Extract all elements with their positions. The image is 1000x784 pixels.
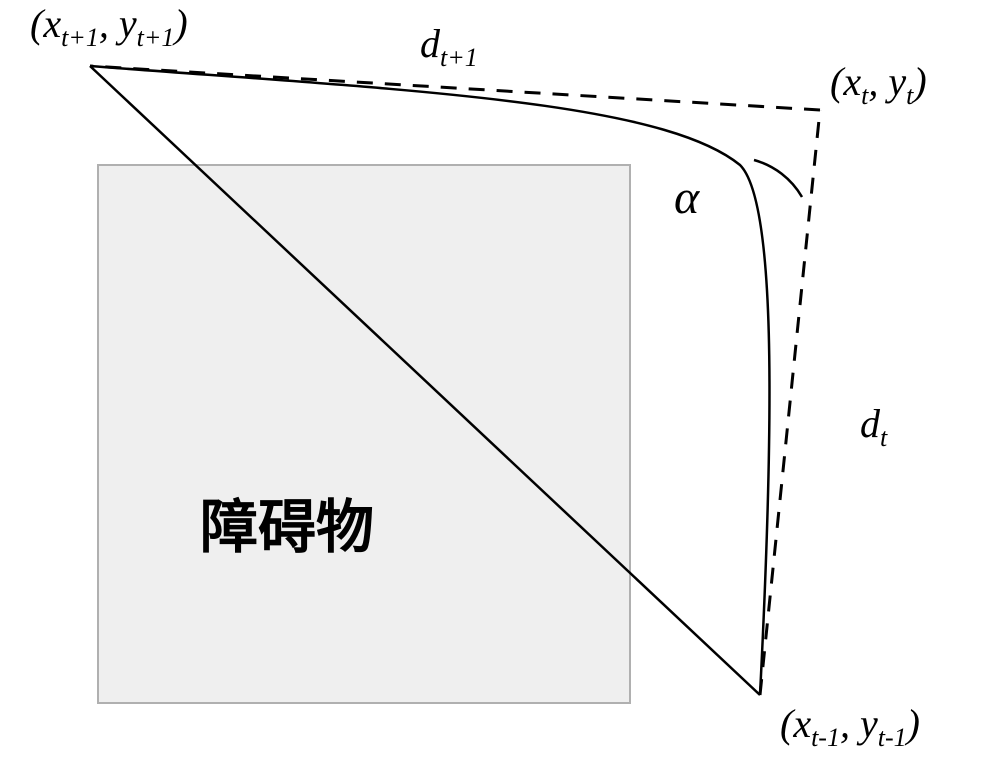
label-obstacle: 障碍物 <box>200 480 374 564</box>
label-point-t: (xt, yt) <box>830 58 927 111</box>
diagram-canvas <box>0 0 1000 784</box>
label-point-t-minus-1: (xt-1, yt-1) <box>780 700 920 753</box>
label-d-t: dt <box>860 400 887 453</box>
label-alpha: α <box>674 170 699 225</box>
label-point-t-plus-1: (xt+1, yt+1) <box>30 0 188 53</box>
label-d-t-plus-1: dt+1 <box>420 20 478 73</box>
